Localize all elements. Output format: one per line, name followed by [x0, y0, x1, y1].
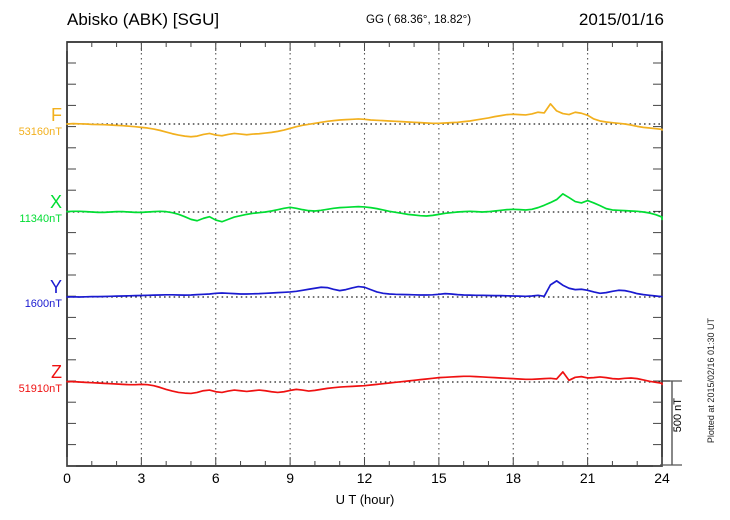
x-tick-label: 21: [579, 470, 596, 486]
component-label-Y: Y 1600nT: [0, 277, 62, 310]
component-label-Z: Z 51910nT: [0, 362, 62, 395]
component-letter-X: X: [49, 192, 62, 212]
trace-X: [66, 193, 663, 223]
trace-Y: [66, 280, 663, 298]
component-baseline-F: 53160nT: [18, 126, 62, 138]
x-tick-label: 3: [137, 470, 146, 486]
trace-Z: [66, 371, 663, 395]
date-label: 2015/01/16: [578, 10, 664, 29]
x-tick-label: 15: [431, 470, 447, 486]
component-letter-Y: Y: [49, 277, 62, 297]
x-tick-label: 24: [654, 470, 670, 486]
trace-F: [66, 102, 663, 138]
component-label-F: F 53160nT: [0, 105, 62, 138]
station-title: Abisko (ABK) [SGU]: [67, 10, 220, 29]
x-axis-title: U T (hour): [335, 492, 395, 507]
component-baseline-Z: 51910nT: [18, 383, 62, 395]
x-tick-label: 9: [286, 470, 295, 486]
component-baseline-Y: 1600nT: [24, 298, 62, 310]
x-tick-label: 12: [356, 470, 373, 486]
x-tick-label: 6: [211, 470, 220, 486]
x-tick-label: 0: [63, 470, 71, 486]
component-letter-F: F: [51, 105, 62, 125]
component-letter-Z: Z: [51, 362, 62, 382]
scale-bar-label: 500 nT: [672, 398, 684, 433]
component-baseline-X: 11340nT: [19, 213, 62, 225]
x-tick-label: 18: [505, 470, 522, 486]
component-label-X: X 11340nT: [0, 192, 62, 225]
geographic-coordinates: GG ( 68.36°, 18.82°): [366, 14, 472, 26]
plotted-at-timestamp: Plotted at 2015/02/16 01:30 UT: [706, 318, 716, 444]
